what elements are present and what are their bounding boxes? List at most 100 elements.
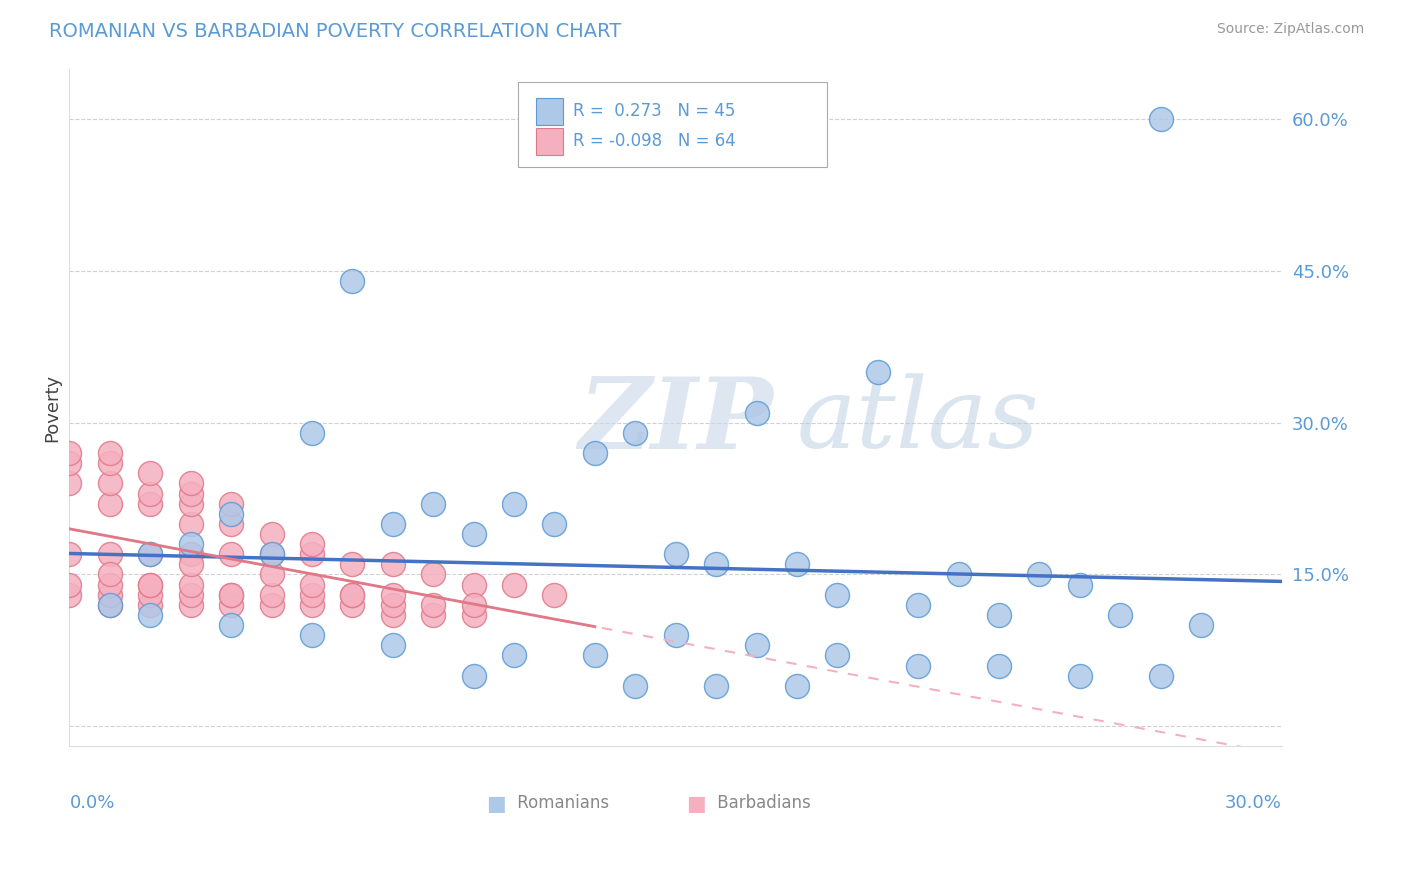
Point [180, 476, 202, 491]
Point [260, 547, 283, 561]
Point [301, 628, 323, 642]
Point [98, 577, 121, 591]
Text: Source: ZipAtlas.com: Source: ZipAtlas.com [1216, 22, 1364, 37]
Point [180, 486, 202, 500]
Point [745, 406, 768, 420]
Point [988, 658, 1011, 673]
Point [98, 456, 121, 470]
Point [180, 497, 202, 511]
Y-axis label: Poverty: Poverty [44, 374, 60, 442]
Point [543, 516, 565, 531]
Point [907, 598, 929, 612]
Point [58, 577, 80, 591]
Point [180, 558, 202, 572]
Point [381, 516, 404, 531]
Point [180, 588, 202, 602]
Text: R = -0.098   N = 64: R = -0.098 N = 64 [572, 132, 735, 150]
Point [381, 598, 404, 612]
Point [98, 598, 121, 612]
Point [1069, 577, 1091, 591]
Point [260, 527, 283, 541]
Point [463, 607, 485, 622]
Point [301, 588, 323, 602]
Point [139, 547, 162, 561]
Point [342, 588, 364, 602]
Point [624, 425, 647, 440]
Point [786, 558, 808, 572]
Point [422, 598, 444, 612]
Point [98, 547, 121, 561]
Point [503, 497, 526, 511]
Point [98, 446, 121, 460]
Point [342, 274, 364, 288]
Point [260, 588, 283, 602]
Point [139, 598, 162, 612]
Point [180, 547, 202, 561]
Point [139, 486, 162, 500]
Text: R =  0.273   N = 45: R = 0.273 N = 45 [572, 103, 735, 120]
Point [381, 638, 404, 652]
FancyBboxPatch shape [517, 82, 827, 167]
Point [219, 588, 242, 602]
Point [1150, 668, 1173, 682]
Text: 0.0%: 0.0% [69, 794, 115, 812]
Point [139, 497, 162, 511]
Point [98, 567, 121, 582]
Point [98, 588, 121, 602]
Point [260, 567, 283, 582]
Point [907, 658, 929, 673]
Point [301, 598, 323, 612]
Point [219, 516, 242, 531]
Point [219, 507, 242, 521]
Point [219, 547, 242, 561]
Point [1109, 607, 1132, 622]
Point [583, 648, 606, 663]
Point [58, 476, 80, 491]
Point [463, 527, 485, 541]
Point [827, 648, 849, 663]
Point [180, 537, 202, 551]
Point [988, 607, 1011, 622]
Point [301, 547, 323, 561]
Point [665, 547, 688, 561]
Point [139, 588, 162, 602]
Point [503, 648, 526, 663]
Text: 30.0%: 30.0% [1225, 794, 1282, 812]
Point [342, 588, 364, 602]
Point [381, 588, 404, 602]
Point [704, 679, 727, 693]
Point [786, 679, 808, 693]
Point [260, 598, 283, 612]
Point [58, 456, 80, 470]
Point [180, 516, 202, 531]
Point [342, 558, 364, 572]
Point [624, 679, 647, 693]
Point [704, 558, 727, 572]
Point [948, 567, 970, 582]
Point [301, 537, 323, 551]
Point [745, 638, 768, 652]
Point [219, 618, 242, 632]
Point [342, 598, 364, 612]
Point [260, 547, 283, 561]
Point [139, 577, 162, 591]
Point [98, 476, 121, 491]
Text: Romanians: Romanians [512, 794, 609, 812]
Point [422, 567, 444, 582]
Point [1069, 668, 1091, 682]
Point [422, 497, 444, 511]
FancyBboxPatch shape [536, 97, 562, 125]
Point [381, 607, 404, 622]
Point [58, 446, 80, 460]
Point [1028, 567, 1050, 582]
Point [219, 588, 242, 602]
Point [503, 577, 526, 591]
Point [98, 497, 121, 511]
Point [219, 497, 242, 511]
Point [180, 577, 202, 591]
Point [463, 577, 485, 591]
Text: ■: ■ [686, 794, 706, 814]
Point [827, 588, 849, 602]
Point [180, 598, 202, 612]
Point [1189, 618, 1212, 632]
